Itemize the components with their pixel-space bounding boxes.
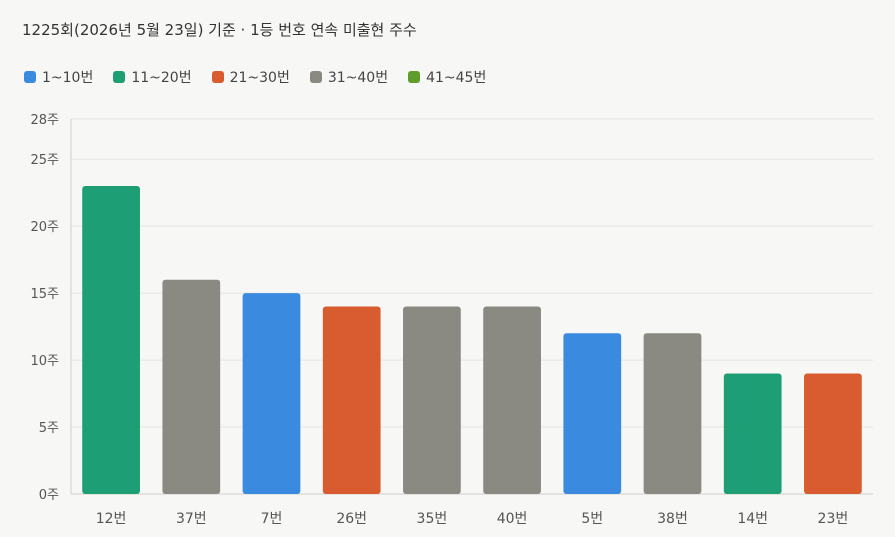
x-tick-label: 12번 [96, 511, 127, 527]
x-tick-label: 38번 [657, 511, 688, 527]
legend-label: 31~40번 [327, 70, 389, 86]
bar [804, 373, 862, 494]
x-tick-label: 37번 [176, 511, 207, 527]
bar [483, 306, 541, 494]
x-tick-label: 14번 [737, 511, 768, 527]
y-tick-label: 0주 [39, 488, 59, 503]
legend-label: 21~30번 [229, 70, 290, 86]
legend-swatch [24, 71, 36, 83]
bar [82, 185, 140, 494]
y-tick-label: 10주 [30, 354, 59, 369]
legend-swatch [309, 71, 322, 83]
legend-swatch [408, 71, 421, 83]
x-tick-label: 7번 [261, 511, 283, 527]
legend-label: 1~10번 [42, 70, 94, 86]
y-tick-label: 5주 [39, 421, 59, 436]
bar [403, 306, 461, 494]
bar [322, 306, 381, 494]
legend-item: 41~45번 [408, 67, 486, 87]
legend: 1~10번 11~20번 21~30번 31~40번 41~45번 [24, 67, 506, 87]
legend-swatch [113, 71, 126, 83]
legend-label: 41~45번 [426, 70, 487, 86]
y-tick-label: 15주 [30, 287, 59, 302]
legend-label: 11~20번 [131, 70, 192, 86]
bar [723, 373, 782, 494]
x-tick-label: 23번 [818, 511, 849, 527]
x-tick-label: 26번 [336, 511, 367, 527]
legend-swatch [211, 71, 224, 83]
legend-item: 21~30번 [211, 67, 290, 87]
x-tick-label: 40번 [497, 511, 528, 527]
y-tick-label: 25주 [30, 153, 59, 168]
bar [563, 333, 622, 494]
x-tick-label: 5번 [581, 511, 603, 527]
bar [242, 293, 301, 494]
legend-item: 1~10번 [24, 67, 93, 87]
legend-item: 11~20번 [113, 67, 192, 87]
bar [162, 279, 221, 494]
legend-item: 31~40번 [309, 67, 389, 87]
chart-title: 1225회(2026년 5월 23일) 기준 · 1등 번호 연속 미출현 주수 [22, 21, 417, 39]
y-tick-label: 20주 [30, 220, 59, 235]
x-tick-label: 35번 [417, 511, 448, 527]
bar [643, 333, 702, 494]
y-tick-label: 28주 [30, 113, 59, 128]
